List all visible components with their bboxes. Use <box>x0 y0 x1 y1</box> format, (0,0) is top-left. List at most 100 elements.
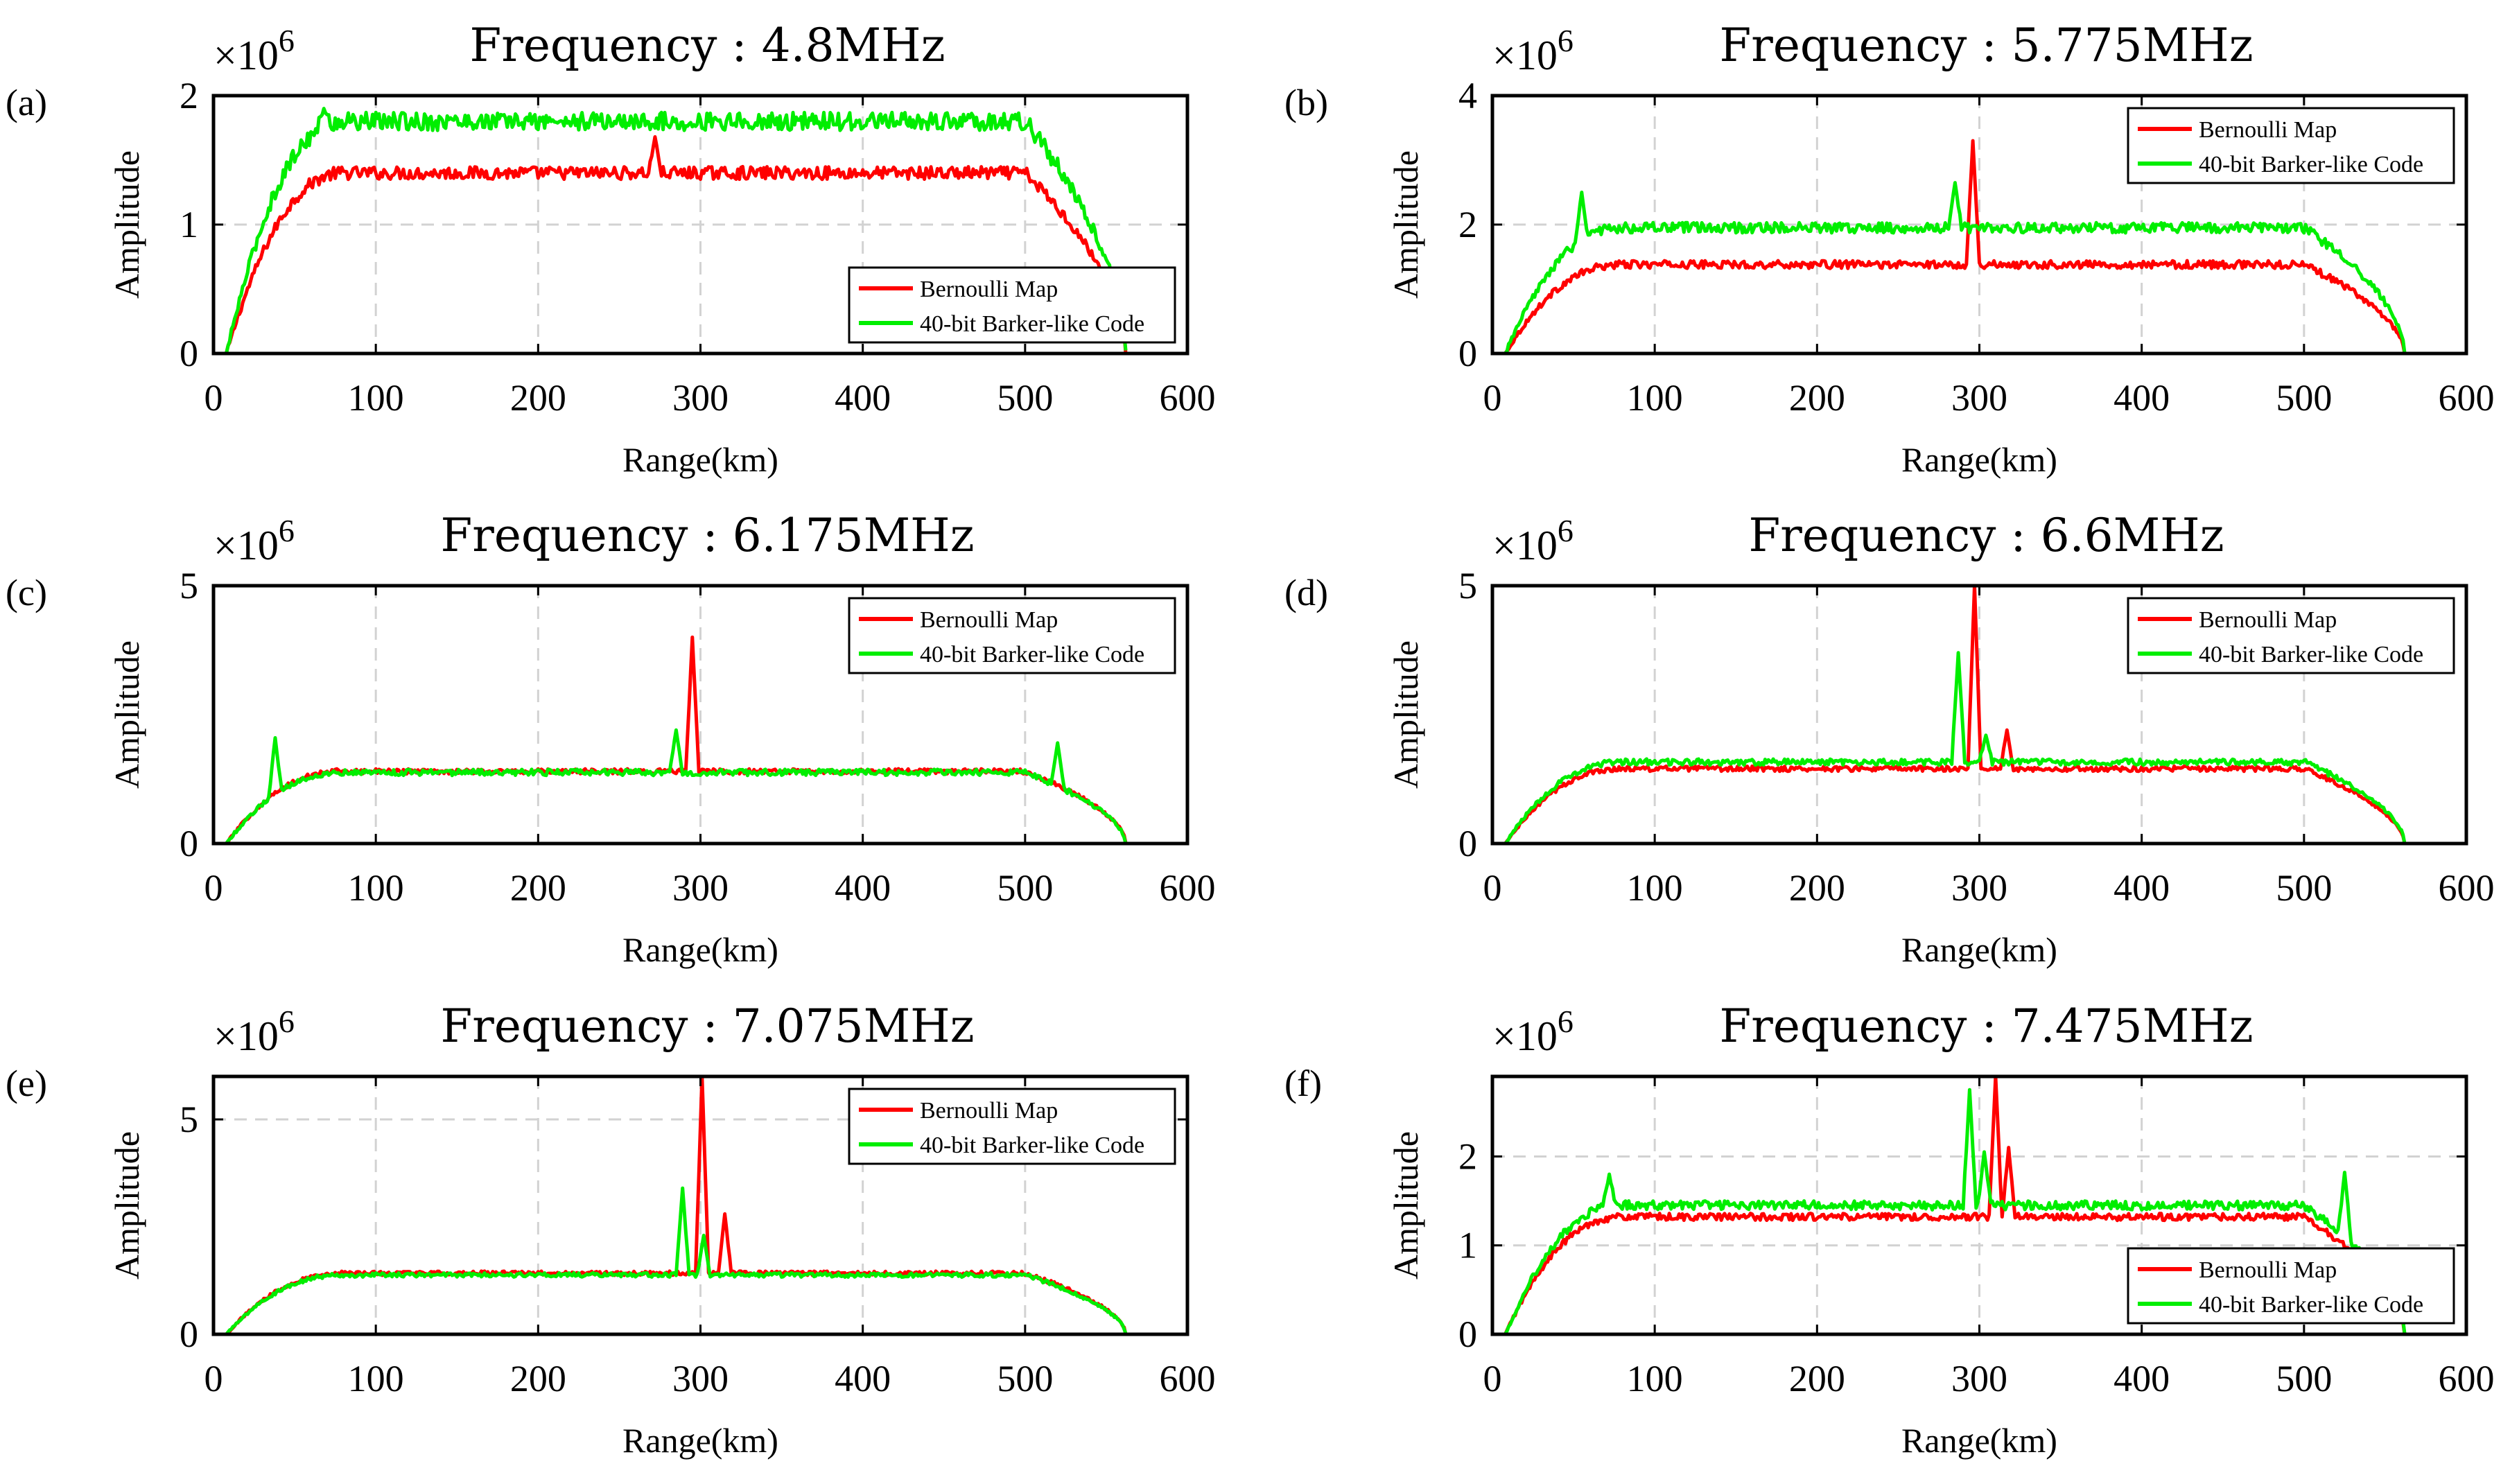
x-tick-label: 300 <box>672 1358 729 1399</box>
x-tick-label: 100 <box>348 1358 404 1399</box>
x-tick-label: 100 <box>1627 867 1683 909</box>
x-tick-label: 400 <box>2114 1358 2170 1399</box>
legend-box <box>2127 107 2455 184</box>
x-tick-label: 600 <box>2439 377 2495 419</box>
y-tick-label: 2 <box>180 75 198 116</box>
chart-title: Frequency : 7.475MHz <box>1719 999 2253 1053</box>
x-tick-label: 500 <box>997 867 1053 909</box>
y-multiplier: ×106 <box>213 513 295 568</box>
x-tick-label: 200 <box>510 1358 566 1399</box>
x-tick-label: 300 <box>1951 377 2007 419</box>
series-line-barker <box>1504 651 2407 844</box>
legend-label: Bernoulli Map <box>920 607 1058 633</box>
y-multiplier: ×106 <box>1492 1004 1574 1059</box>
x-tick-label: 500 <box>2276 867 2332 909</box>
x-tick-label: 600 <box>2439 1358 2495 1399</box>
series-group <box>1504 1076 2407 1334</box>
series-line-barker <box>225 1186 1128 1334</box>
y-tick-label: 5 <box>180 1099 198 1140</box>
series-line-barker <box>1504 1088 2407 1334</box>
x-tick-label: 300 <box>672 377 729 419</box>
x-tick-label: 600 <box>2439 867 2495 909</box>
x-axis-label: Range(km) <box>622 440 778 479</box>
x-axis-label: Range(km) <box>622 1421 778 1460</box>
x-tick-label: 100 <box>1627 377 1683 419</box>
chart-title: Frequency : 4.8MHz <box>469 19 945 72</box>
y-tick-label: 4 <box>1458 75 1477 116</box>
x-tick-label: 200 <box>1789 1358 1845 1399</box>
y-tick-label: 5 <box>1458 565 1477 606</box>
series-line-barker <box>1504 181 2407 353</box>
x-tick-label: 0 <box>1483 867 1502 909</box>
panel-label: (a) <box>6 82 47 123</box>
x-tick-label: 200 <box>510 377 566 419</box>
y-tick-label: 0 <box>180 1313 198 1355</box>
legend-label: 40-bit Barker-like Code <box>2199 152 2423 177</box>
panel-label: (f) <box>1284 1063 1322 1104</box>
x-tick-label: 0 <box>204 1358 223 1399</box>
x-tick-label: 200 <box>1789 867 1845 909</box>
x-tick-label: 0 <box>204 377 223 419</box>
x-tick-label: 300 <box>672 867 729 909</box>
legend-label: 40-bit Barker-like Code <box>920 642 1144 667</box>
chart-title: Frequency : 5.775MHz <box>1719 19 2253 72</box>
series-group <box>1504 586 2407 844</box>
y-axis-label: Amplitude <box>1386 1131 1425 1280</box>
legend: Bernoulli Map 40-bit Barker-like Code <box>2127 107 2455 184</box>
legend: Bernoulli Map 40-bit Barker-like Code <box>848 597 1176 674</box>
legend-label: 40-bit Barker-like Code <box>920 311 1144 337</box>
legend-box <box>2127 597 2455 674</box>
x-tick-label: 600 <box>1160 1358 1216 1399</box>
x-tick-label: 500 <box>2276 1358 2332 1399</box>
y-tick-label: 0 <box>180 823 198 864</box>
legend-label: 40-bit Barker-like Code <box>2199 642 2423 667</box>
x-tick-label: 400 <box>835 377 891 419</box>
x-tick-label: 400 <box>835 867 891 909</box>
x-tick-label: 400 <box>2114 377 2170 419</box>
y-tick-label: 2 <box>1458 204 1477 245</box>
x-tick-label: 0 <box>1483 377 1502 419</box>
series-line-bernoulli <box>1504 1076 2407 1334</box>
y-axis-label: Amplitude <box>107 1131 146 1280</box>
chart-panel-e: 0 100 200 300 400 500 600 0 5 ×106 Frequency : 7.0… <box>6 999 1216 1460</box>
chart-panel-f: 0 100 200 300 400 500 600 0 1 2 ×106 Frequency : 7.… <box>1284 999 2495 1460</box>
y-tick-label: 0 <box>180 333 198 374</box>
legend-label: 40-bit Barker-like Code <box>920 1133 1144 1158</box>
x-tick-label: 200 <box>510 867 566 909</box>
series-line-barker <box>225 107 1128 353</box>
y-tick-label: 0 <box>1458 823 1477 864</box>
y-tick-label: 1 <box>1458 1225 1477 1266</box>
y-multiplier: ×106 <box>213 23 295 78</box>
x-tick-label: 600 <box>1160 377 1216 419</box>
x-tick-label: 100 <box>348 867 404 909</box>
x-tick-label: 500 <box>2276 377 2332 419</box>
chart-panel-d: 0 100 200 300 400 500 600 0 5 ×106 Frequency : 6.6… <box>1284 509 2495 969</box>
legend: Bernoulli Map 40-bit Barker-like Code <box>848 266 1176 344</box>
legend-label: Bernoulli Map <box>920 1098 1058 1124</box>
legend-box <box>848 597 1176 674</box>
y-tick-label: 0 <box>1458 333 1477 374</box>
legend: Bernoulli Map 40-bit Barker-like Code <box>2127 597 2455 674</box>
legend: Bernoulli Map 40-bit Barker-like Code <box>2127 1247 2455 1325</box>
x-tick-label: 200 <box>1789 377 1845 419</box>
x-tick-label: 300 <box>1951 867 2007 909</box>
x-tick-label: 0 <box>1483 1358 1502 1399</box>
panel-label: (b) <box>1284 82 1328 123</box>
series-group <box>1504 139 2407 353</box>
y-axis-label: Amplitude <box>1386 150 1425 299</box>
chart-panel-a: 0 100 200 300 400 500 600 0 1 2 ×106 Frequency : 4.… <box>6 19 1216 479</box>
series-group <box>225 635 1128 844</box>
legend-box <box>848 1088 1176 1165</box>
x-axis-label: Range(km) <box>622 930 778 969</box>
y-multiplier: ×106 <box>213 1004 295 1059</box>
y-axis-label: Amplitude <box>107 640 146 789</box>
chart-title: Frequency : 6.175MHz <box>440 509 974 562</box>
legend-box <box>2127 1247 2455 1325</box>
x-tick-label: 300 <box>1951 1358 2007 1399</box>
y-axis-label: Amplitude <box>1386 640 1425 789</box>
chart-title: Frequency : 6.6MHz <box>1748 509 2224 562</box>
x-tick-label: 500 <box>997 377 1053 419</box>
y-tick-label: 1 <box>180 204 198 245</box>
series-line-bernoulli <box>225 135 1128 353</box>
